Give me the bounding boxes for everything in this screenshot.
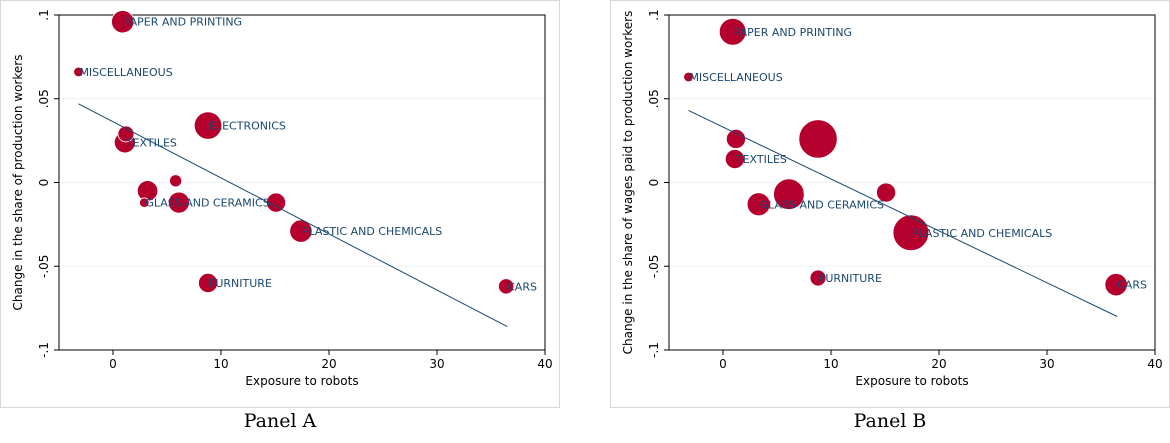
scatter-chart-a: -.1 -.05 0 .05 .1 0 10 20 30 40 Exposure to robots… [0,0,560,408]
data-point [1104,273,1128,297]
x-tick-label: 0 [719,357,727,371]
point-label: PLASTIC AND CHEMICALS [912,227,1052,240]
y-tick-label: .05 [37,89,51,108]
x-tick-label: 10 [213,357,228,371]
x-tick-label: 30 [1039,357,1054,371]
point-label: TEXTILES [125,136,177,149]
x-tick-label: 20 [321,357,336,371]
data-point [117,125,135,143]
point-label: FURNITURE [819,272,882,285]
point-label: GLASS AND CERAMICS [760,198,884,211]
data-point [725,128,746,149]
point-label: GLASS AND CERAMICS [145,197,269,210]
x-tick-label: 10 [823,357,838,371]
data-point [111,10,135,34]
panel-caption: Panel B [853,410,927,432]
x-tick-label: 40 [1147,357,1162,371]
data-point [198,272,219,293]
data-point [892,214,930,252]
point-label: CARS [1117,279,1147,292]
point-label: MISCELLANEOUS [689,71,782,84]
point-label: PAPER AND PRINTING [124,16,242,29]
x-tick-label: 40 [537,357,552,371]
data-point [139,197,150,208]
x-axis-title: Exposure to robots [245,374,358,388]
y-tick-label: 0 [37,179,51,187]
y-tick-label: -.05 [647,255,661,278]
y-axis-title: Change in the share of production worker… [11,55,25,311]
x-tick-label: 30 [429,357,444,371]
point-label: MISCELLANEOUS [79,66,172,79]
panel-caption: Panel A [243,410,317,432]
data-point [724,149,745,170]
y-tick-label: .1 [647,9,661,20]
point-label: CARS [507,280,537,293]
y-tick-label: 0 [647,179,661,187]
y-tick-label: .05 [647,89,661,108]
chart-frame: -.1 -.05 0 .05 .1 0 10 20 30 40 Exposure to robots… [0,0,560,408]
outer-border [610,0,1170,408]
x-tick-label: 20 [931,357,946,371]
point-label: TEXTILES [735,153,787,166]
data-point [798,119,838,159]
outer-border [0,0,560,408]
scatter-chart-b: -.1 -.05 0 .05 .1 0 10 20 30 40 Exposure to robots… [610,0,1170,408]
x-tick-label: 0 [109,357,117,371]
data-point [746,192,771,217]
x-axis-title: Exposure to robots [855,374,968,388]
data-point [73,66,84,78]
y-tick-label: -.1 [37,342,51,358]
data-point [876,182,897,203]
y-tick-label: .1 [37,9,51,20]
point-label: ELECTRONICS [209,120,286,133]
data-point [266,192,287,213]
panel-a: -.1 -.05 0 .05 .1 0 10 20 30 40 Exposure to robots… [0,0,560,443]
panel-b: -.1 -.05 0 .05 .1 0 10 20 30 40 Exposure to robots… [610,0,1170,443]
fit-line [688,110,1118,317]
y-tick-label: -.1 [647,342,661,358]
fit-line [78,103,508,327]
point-label: FURNITURE [209,277,272,290]
data-point [498,278,515,295]
data-point [773,178,805,210]
y-tick-label: -.05 [37,255,51,278]
data-point [718,17,747,46]
y-axis-title: Change in the share of wages paid to pro… [621,11,635,355]
data-point [169,174,183,188]
chart-frame: -.1 -.05 0 .05 .1 0 10 20 30 40 Exposure to robots… [610,0,1170,408]
point-label: PAPER AND PRINTING [734,26,852,39]
data-point [193,111,223,140]
data-point [167,191,190,214]
point-label: PLASTIC AND CHEMICALS [302,225,442,238]
data-point [809,269,827,287]
data-point [683,71,694,83]
